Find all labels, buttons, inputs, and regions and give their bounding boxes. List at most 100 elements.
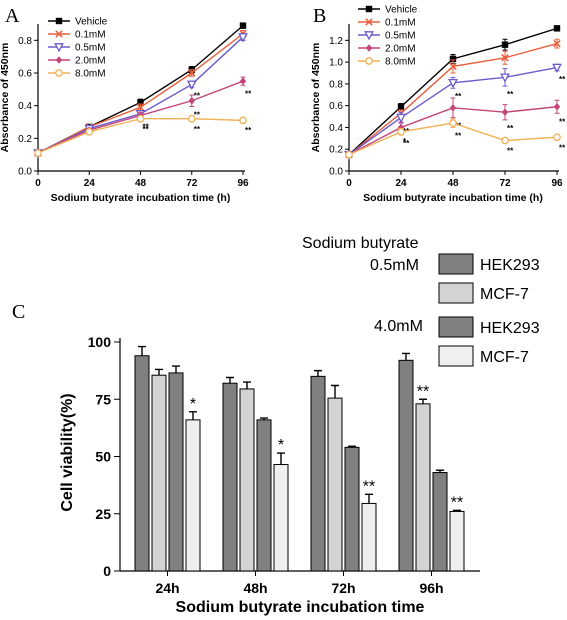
legend-label: MCF-7 (480, 286, 529, 303)
legend-group-label: 0.5mM (370, 257, 419, 274)
legend-marker (55, 17, 63, 25)
y-axis-label: Cell viability(%) (59, 393, 76, 511)
y-tick-label: 50 (95, 449, 111, 465)
error-bar (260, 417, 268, 420)
data-point (397, 127, 405, 136)
x-axis-label: Sodium butyrate incubation time (176, 599, 425, 616)
bar-group-item (134, 345, 150, 572)
data-point (186, 80, 197, 90)
x-tick-label: 72 (499, 178, 511, 189)
series-vehicle (345, 25, 561, 158)
legend: Vehicle 0.1mM 0.5mM 2.0mM 8.0mM (48, 17, 108, 80)
data-point (136, 103, 145, 112)
significance-mark: ** (455, 131, 462, 140)
x-tick-label: 24 (395, 178, 407, 189)
bar (222, 382, 238, 572)
data-point (449, 119, 457, 127)
significance-mark: ** (194, 110, 201, 119)
significance-mark: ** (403, 139, 410, 148)
legend-label: HEK293 (480, 320, 540, 337)
y-tick-label: 0.0 (18, 167, 32, 178)
significance-mark: * (278, 437, 284, 454)
y-tick-label: 0.6 (329, 101, 343, 112)
significance-mark: ** (403, 127, 410, 136)
data-point (397, 123, 405, 132)
legend-marker (54, 43, 64, 53)
x-tick-label: 24 (84, 178, 96, 189)
bar-group-item: ** (415, 383, 431, 572)
legend-title: Sodium butyrate (302, 235, 419, 252)
significance-mark: ** (559, 75, 566, 84)
significance-mark: ** (559, 143, 566, 152)
significance-mark: ** (507, 90, 514, 99)
data-point (449, 104, 457, 112)
data-point (501, 54, 509, 62)
x-axis-label: Sodium butyrate incubation time (h) (363, 192, 543, 204)
significance-mark: * (403, 137, 407, 146)
significance-mark: ** (455, 92, 462, 101)
bar (415, 403, 431, 572)
error-bar (172, 365, 180, 373)
error-bar (419, 398, 427, 404)
y-tick-label: 0.2 (329, 145, 343, 156)
series-8-0mm: ** ** ** ** (345, 118, 566, 159)
significance-mark: ** (363, 478, 375, 495)
error-bar (314, 369, 322, 377)
data-point (345, 150, 353, 159)
x-tick-label: 96 (237, 178, 249, 189)
error-bar (365, 493, 373, 504)
legend-label: 0.5mM (75, 43, 106, 54)
y-tick-label: 1.2 (329, 36, 343, 47)
y-tick-label: 75 (95, 391, 111, 407)
legend-swatch (438, 282, 474, 304)
legend-marker (55, 30, 63, 38)
series-line (37, 36, 244, 154)
bar (273, 464, 289, 572)
significance-mark: ** (507, 147, 514, 156)
data-point (501, 136, 509, 145)
legend-label: 2.0mM (385, 44, 416, 55)
legend-label: Vehicle (385, 5, 418, 16)
legend-marker (365, 18, 373, 26)
significance-mark: ** (245, 89, 252, 98)
y-tick-label: 0.4 (18, 101, 32, 112)
error-bar (402, 352, 410, 361)
legend-marker (365, 44, 373, 52)
data-point (501, 108, 509, 116)
error-bar (277, 452, 285, 465)
series-2-0mm: *** **** (345, 97, 566, 159)
y-tick-label: 0.2 (18, 134, 32, 145)
bar-group-item (239, 381, 255, 572)
significance-mark: ** (245, 126, 252, 135)
x-tick-label: 0 (35, 178, 41, 189)
error-bar (189, 411, 197, 420)
series-8-0mm: ** ** ** (34, 114, 252, 157)
x-tick-label: 0 (346, 178, 352, 189)
bar-group-item (168, 365, 184, 572)
series-line (348, 27, 558, 156)
bar (327, 397, 343, 572)
y-tick-label: 100 (88, 334, 112, 350)
significance-mark: ** (194, 125, 201, 134)
y-axis-label: Absorbance of 450nm (310, 43, 322, 153)
bar (134, 355, 150, 572)
bar (361, 502, 377, 572)
data-point (239, 22, 247, 29)
data-point (188, 96, 195, 105)
bar-group-item (222, 376, 238, 572)
y-tick-label: 25 (95, 506, 111, 522)
data-point (238, 33, 248, 43)
data-point (448, 78, 458, 89)
data-point (397, 103, 405, 110)
legend-label: 8.0mM (75, 69, 106, 80)
bar (151, 374, 167, 572)
legend-swatch (438, 253, 474, 275)
data-point (553, 39, 561, 48)
bar-group-item (398, 352, 414, 572)
y-tick-label: 0.4 (329, 123, 343, 134)
bar-group-item: * (273, 437, 289, 572)
x-axis-label: Sodium butyrate incubation time (h) (51, 192, 231, 204)
error-bar (226, 376, 234, 384)
data-point (449, 62, 457, 71)
